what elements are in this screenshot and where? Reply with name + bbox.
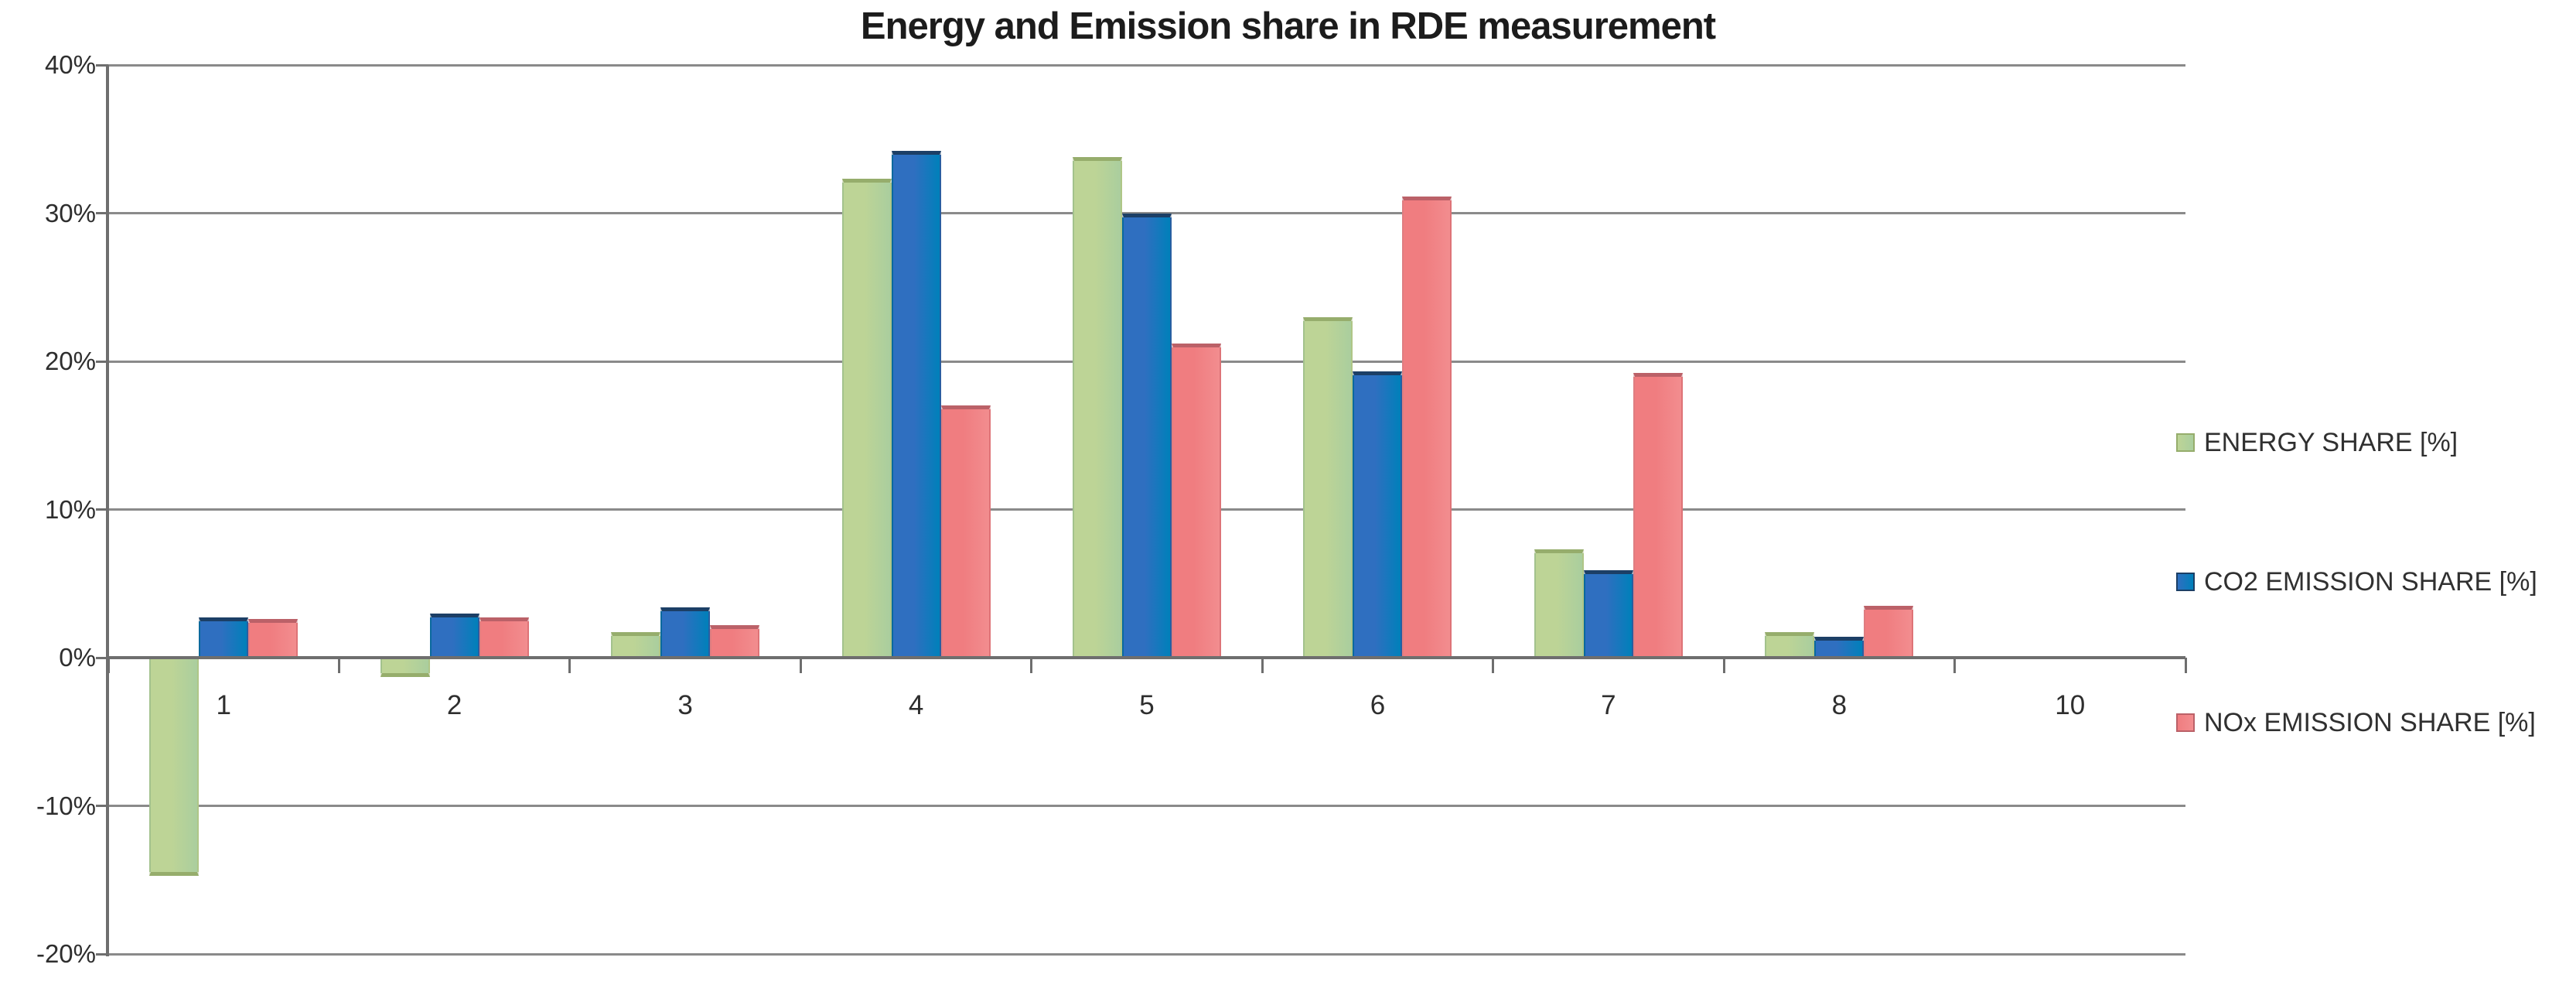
y-axis-label: -10% <box>36 791 96 820</box>
gridline-40% <box>108 63 2185 67</box>
x-axis-tick <box>107 658 110 673</box>
legend-label: ENERGY SHARE [%] <box>2204 427 2458 457</box>
y-axis-tick <box>96 63 108 67</box>
y-axis-tick <box>96 360 108 363</box>
x-axis-tick <box>568 658 571 673</box>
x-axis-label-5: 5 <box>1139 690 1155 720</box>
y-axis-line <box>106 65 109 956</box>
x-axis-tick <box>1492 658 1495 673</box>
bar-co2-cat7 <box>1583 570 1633 658</box>
legend-item-co2: CO2 EMISSION SHARE [%] <box>2176 565 2537 599</box>
x-axis-tick <box>799 658 802 673</box>
y-axis-tick <box>96 212 108 214</box>
bar-co2-cat4 <box>891 151 941 658</box>
y-axis-label: 10% <box>44 494 96 524</box>
bar-co2-cat6 <box>1353 371 1403 658</box>
x-axis-label-4: 4 <box>908 690 924 720</box>
bar-nox-cat1 <box>248 619 299 658</box>
bar-energy-cat8 <box>1765 632 1815 658</box>
x-axis-label-6: 6 <box>1370 690 1386 720</box>
y-axis-label: -20% <box>36 939 96 968</box>
bar-energy-cat7 <box>1534 549 1584 658</box>
x-axis-label-10: 10 <box>2055 690 2086 720</box>
legend-label: NOx EMISSION SHARE [%] <box>2204 707 2536 737</box>
bar-nox-cat2 <box>479 617 529 658</box>
gridline--10% <box>108 805 2185 807</box>
legend-swatch-icon <box>2176 573 2195 591</box>
x-axis-label-2: 2 <box>446 690 462 720</box>
legend-label: CO2 EMISSION SHARE [%] <box>2204 566 2537 597</box>
y-axis-tick <box>96 952 108 956</box>
y-axis-label: 0% <box>59 643 96 672</box>
legend-swatch-icon <box>2176 713 2195 732</box>
x-axis-label-3: 3 <box>677 690 693 720</box>
legend-item-energy: ENERGY SHARE [%] <box>2176 426 2458 460</box>
bar-nox-cat8 <box>1864 605 1914 658</box>
bar-nox-cat6 <box>1402 197 1452 658</box>
x-axis-line <box>108 656 2185 659</box>
x-axis-tick <box>1261 658 1264 673</box>
bar-co2-cat5 <box>1122 213 1172 658</box>
bar-energy-cat4 <box>841 179 892 658</box>
bar-nox-cat5 <box>1172 344 1221 658</box>
gridline--20% <box>108 952 2185 956</box>
legend-swatch-icon <box>2176 433 2195 452</box>
bar-co2-cat3 <box>660 607 711 658</box>
bar-co2-cat8 <box>1814 637 1865 658</box>
x-axis-tick <box>1030 658 1033 673</box>
y-axis-label: 40% <box>44 50 96 79</box>
x-axis-tick <box>1953 658 1957 673</box>
y-axis-label: 20% <box>44 347 96 375</box>
x-axis-tick <box>1722 658 1725 673</box>
x-axis-label-7: 7 <box>1601 690 1616 720</box>
x-axis-tick <box>337 658 340 673</box>
y-axis-label: 30% <box>44 198 96 227</box>
x-axis-label-1: 1 <box>216 690 231 720</box>
x-axis-label-8: 8 <box>1831 690 1848 720</box>
bar-energy-cat2 <box>380 658 430 677</box>
x-axis-tick <box>2184 658 2187 673</box>
bar-co2-cat1 <box>199 617 249 658</box>
bar-nox-cat4 <box>940 405 991 658</box>
bar-energy-cat6 <box>1303 316 1353 658</box>
legend-item-nox: NOx EMISSION SHARE [%] <box>2176 706 2536 740</box>
bar-energy-cat3 <box>611 632 661 658</box>
y-axis-tick <box>96 656 108 659</box>
chart-title: Energy and Emission share in RDE measure… <box>860 5 1716 47</box>
bar-nox-cat7 <box>1633 373 1683 658</box>
bar-co2-cat2 <box>429 613 479 658</box>
y-axis-tick <box>96 508 108 511</box>
bar-energy-cat5 <box>1073 156 1122 658</box>
bar-nox-cat3 <box>710 624 760 658</box>
y-axis-tick <box>96 805 108 807</box>
